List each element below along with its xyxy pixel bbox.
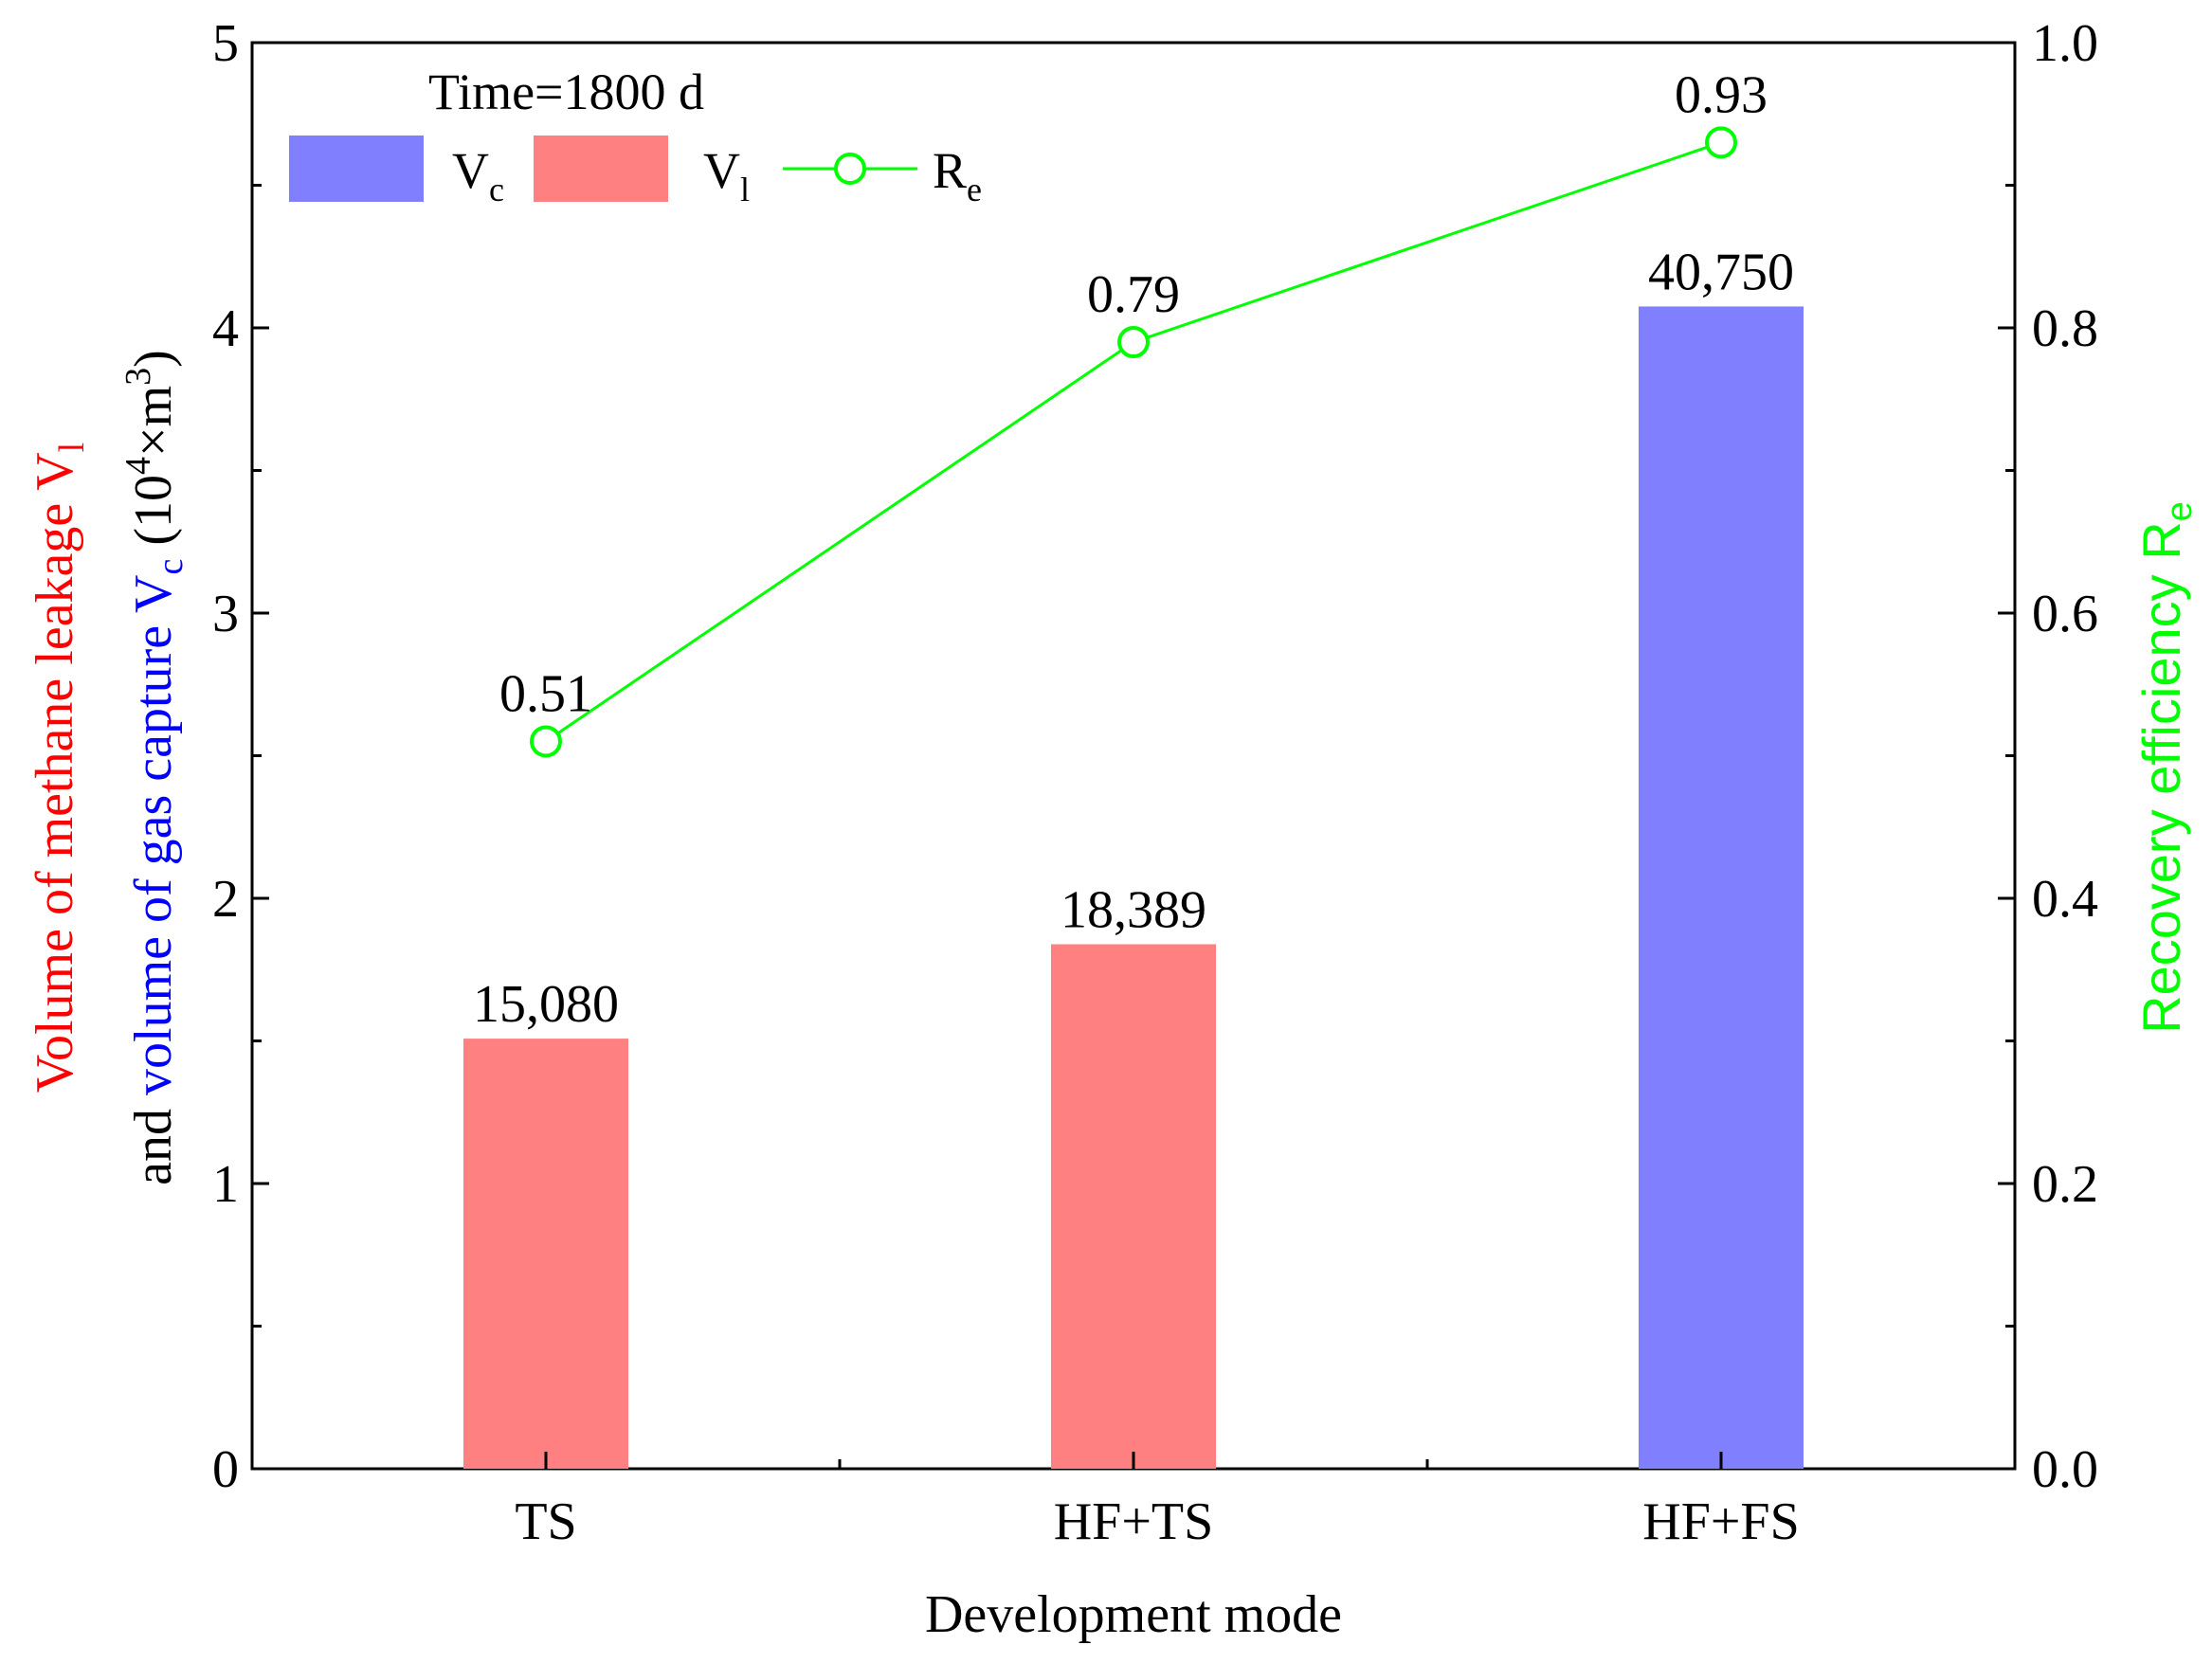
x-tick-label-0: TS — [515, 1492, 576, 1551]
re-label-1: 0.79 — [1087, 265, 1180, 324]
legend-label-vl: Vl — [703, 142, 750, 208]
legend-swatch-vc — [289, 136, 424, 202]
legend-marker-re — [834, 153, 866, 185]
y-axis-label-left-line1: Volume of methane leakage Vl — [26, 443, 92, 1094]
bar-0 — [463, 1039, 628, 1469]
y-right-tick-label-2: 0.4 — [2032, 870, 2098, 929]
x-axis-label: Development mode — [925, 1585, 1342, 1644]
y-right-tick-label-1: 0.2 — [2032, 1155, 2098, 1214]
y-right-tick-label-0: 0.0 — [2032, 1440, 2098, 1499]
x-tick-label-1: HF+TS — [1054, 1492, 1214, 1551]
y-left-tick-label-5: 5 — [212, 14, 239, 73]
bar-label-2: 40,750 — [1648, 243, 1794, 301]
y-left-tick-label-0: 0 — [212, 1440, 239, 1499]
re-label-2: 0.93 — [1675, 65, 1768, 124]
x-tick-label-2: HF+FS — [1642, 1492, 1799, 1551]
legend-label-re: Re — [933, 142, 982, 208]
bar-2 — [1639, 306, 1804, 1469]
y-right-tick-label-5: 1.0 — [2032, 14, 2098, 73]
re-marker-1 — [1117, 326, 1150, 359]
bars-layer: 15,080 18,389 40,750 — [463, 243, 1804, 1469]
axes-layer: 0 1 2 3 4 5 0.0 0.2 0.4 0.6 0.8 1.0 TS HF+TS HF+FS — [212, 14, 2098, 1551]
re-marker-2 — [1705, 126, 1737, 159]
y-left-tick-label-2: 2 — [212, 870, 239, 929]
y-left-tick-label-1: 1 — [212, 1155, 239, 1214]
legend-title: Time=1800 d — [428, 63, 704, 120]
legend-label-vc: Vc — [452, 142, 504, 208]
y-axis-label-right: Recovery efficiency Re — [2131, 501, 2200, 1034]
y-left-tick-label-4: 4 — [212, 299, 239, 358]
y-left-tick-label-3: 3 — [212, 585, 239, 643]
legend-swatch-vl — [534, 136, 668, 202]
y-axis-label-left-line2: and volume of gas capture Vc (104×m3) — [118, 350, 190, 1185]
y-right-tick-label-3: 0.6 — [2032, 585, 2098, 643]
bar-1 — [1051, 944, 1216, 1469]
re-marker-0 — [530, 725, 562, 758]
y-right-tick-label-4: 0.8 — [2032, 299, 2098, 358]
bar-label-0: 15,080 — [473, 975, 619, 1034]
re-line — [545, 140, 1722, 743]
re-label-0: 0.51 — [499, 664, 592, 723]
line-layer: 0.51 0.79 0.93 — [499, 65, 1768, 758]
legend: Time=1800 d Vc Vl Re — [289, 63, 982, 208]
bar-label-1: 18,389 — [1061, 880, 1206, 939]
